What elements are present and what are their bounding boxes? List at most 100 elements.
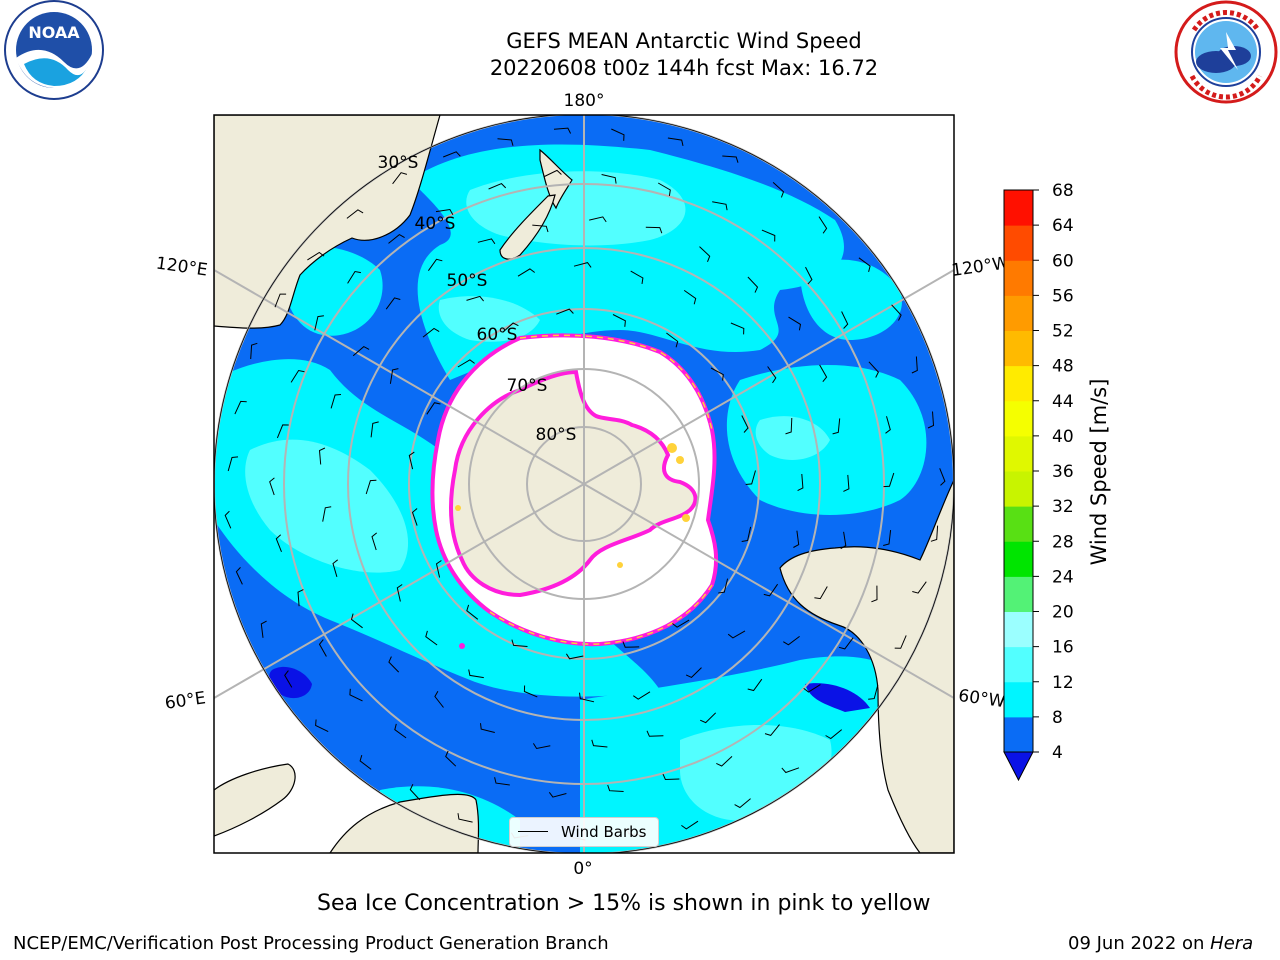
wind-barb	[411, 508, 418, 526]
wind-barb	[747, 678, 763, 692]
map-area	[214, 115, 954, 853]
wind-barb	[803, 684, 821, 693]
wind-barb	[318, 639, 327, 657]
colorbar-segment	[1004, 260, 1033, 296]
wind-barb	[911, 356, 918, 374]
wind-barb	[346, 209, 364, 219]
wind-barb	[601, 174, 617, 184]
wind-barb	[427, 258, 443, 271]
wind-barb	[767, 366, 777, 384]
lat-label-60s: 60°S	[477, 325, 518, 345]
wind-barb	[912, 581, 927, 594]
wind-barb	[741, 526, 752, 542]
wind-barb	[389, 368, 399, 384]
wind-barb	[347, 270, 361, 284]
colorbar-segment	[1004, 190, 1033, 226]
wind-barb	[662, 773, 680, 781]
colorbar-tick-label: 16	[1052, 638, 1074, 658]
sea-ice	[430, 333, 719, 649]
wind-barb	[290, 369, 305, 383]
colorbar-segment	[1004, 681, 1033, 718]
wind-barb	[681, 820, 699, 830]
wind-barb	[843, 474, 850, 492]
land-madagascar	[214, 763, 296, 837]
meridian-60e-120w	[214, 269, 954, 699]
colorbar-segment	[1004, 365, 1033, 402]
wind-barb	[314, 315, 324, 331]
wind-barb	[517, 268, 535, 277]
wind-barb	[793, 530, 800, 548]
wind-barb	[741, 415, 749, 433]
wind-barb	[633, 691, 651, 700]
wind-barb	[224, 510, 232, 529]
wind-barb	[883, 530, 892, 546]
wind-barb	[322, 506, 332, 522]
map-frame-border	[213, 114, 955, 854]
colorbar-tick-label: 64	[1052, 216, 1074, 236]
wind-barb	[260, 620, 267, 638]
wind-barb	[468, 669, 484, 679]
wind-barb	[466, 604, 479, 620]
wind-barb	[840, 531, 847, 550]
wind-barb	[838, 637, 854, 650]
wind-barb	[250, 342, 258, 360]
wind-barb	[781, 767, 800, 774]
wind-barb	[841, 311, 849, 329]
wind-barb	[630, 270, 644, 284]
wind-barb	[275, 534, 282, 552]
wind-barb	[480, 723, 495, 733]
colorbar-tick-label: 60	[1052, 251, 1074, 271]
colorbar-under-arrow	[1003, 751, 1034, 782]
wind-barb	[511, 639, 528, 647]
wind-barb	[858, 257, 871, 273]
wind-barb	[435, 560, 442, 578]
wind-barb	[502, 322, 519, 333]
wind-barb	[394, 723, 407, 739]
wind-barb	[573, 262, 592, 268]
wind-barb	[425, 630, 438, 646]
wind-barb	[457, 813, 473, 823]
wind-barb	[788, 316, 802, 331]
wind-barb	[745, 470, 756, 485]
colorbar-tick-label: 44	[1052, 392, 1074, 412]
wind-barb	[894, 635, 907, 649]
wind-barb	[388, 233, 405, 244]
wind-barb	[672, 619, 690, 628]
wind-barb	[318, 447, 326, 465]
lat-label-30s: 30°S	[378, 153, 419, 173]
wind-barb	[548, 792, 567, 798]
land-africa	[329, 793, 480, 853]
wind-barb	[349, 688, 363, 702]
wind-barb	[710, 367, 724, 381]
wind-barb	[365, 479, 377, 495]
colorbar-tick-label: 48	[1052, 357, 1074, 377]
wind-barb	[785, 417, 793, 435]
wind-barb	[797, 473, 804, 492]
wind-barb	[284, 670, 293, 688]
wind-barb	[332, 559, 339, 578]
wind-barb	[494, 777, 510, 786]
lon-label-120w: 120°W	[950, 253, 1010, 281]
colorbar-segment	[1004, 295, 1033, 331]
land-new-zealand-north	[539, 148, 573, 210]
sea-ice-edge-yellow-south	[489, 584, 713, 645]
wind-barb	[269, 477, 275, 496]
lat-label-50s: 50°S	[447, 271, 488, 291]
colorbar-tick-label: 40	[1052, 427, 1074, 447]
colorbar-segment	[1004, 611, 1033, 648]
wind-barb	[891, 304, 902, 321]
wind-barb	[930, 525, 939, 542]
colorbar-segment	[1004, 646, 1033, 683]
colorbar-segment	[1004, 716, 1033, 753]
wind-barb	[409, 783, 421, 801]
noaa-logo-text: NOAA	[28, 23, 80, 42]
wind-barb	[532, 743, 551, 750]
chart-title: GEFS MEAN Antarctic Wind Speed	[506, 29, 862, 53]
wind-barb	[832, 418, 841, 435]
wind-barb	[646, 730, 664, 737]
wind-barb	[434, 691, 444, 708]
wind-barb	[657, 182, 671, 196]
wind-barb	[497, 138, 514, 146]
lon-label-180: 180°	[564, 91, 605, 111]
